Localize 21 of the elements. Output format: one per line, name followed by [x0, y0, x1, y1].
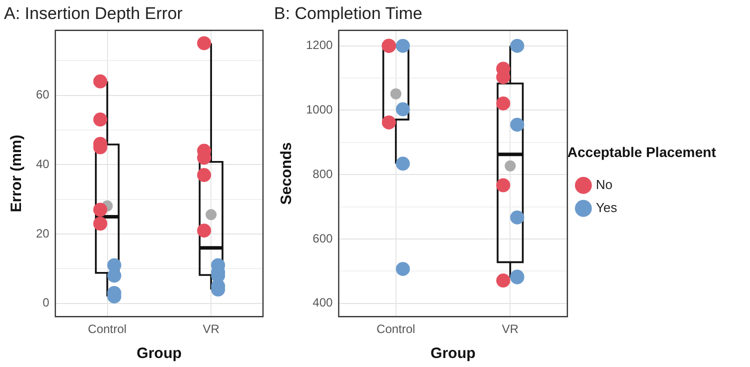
x-tick-label: Control: [376, 322, 416, 336]
x-axis-title: Group: [136, 345, 182, 362]
y-axis-title: Seconds: [278, 142, 296, 205]
legend-label: No: [596, 176, 613, 192]
y-tick-label: 1000: [306, 102, 334, 117]
x-tick-label: VR: [202, 322, 220, 336]
x-tick-label: Control: [88, 322, 127, 336]
y-tick-label: 40: [36, 156, 50, 171]
x-tick-label: VR: [502, 322, 519, 336]
y-tick-label: 0: [42, 296, 50, 310]
y-tick-label: 60: [36, 88, 50, 102]
y-tick-label: 600: [312, 231, 334, 246]
y-tick-label: 800: [312, 166, 334, 181]
y-axis-title: Error (mm): [8, 134, 26, 212]
x-axis-title: Group: [430, 345, 476, 362]
chart-title: A: Insertion Depth Error: [4, 4, 183, 23]
chart-title: B: Completion Time: [274, 4, 422, 23]
y-tick-label: 400: [312, 296, 334, 310]
y-tick-label: 1200: [306, 38, 334, 52]
legend-label: Yes: [596, 200, 618, 215]
y-tick-label: 20: [36, 226, 50, 240]
